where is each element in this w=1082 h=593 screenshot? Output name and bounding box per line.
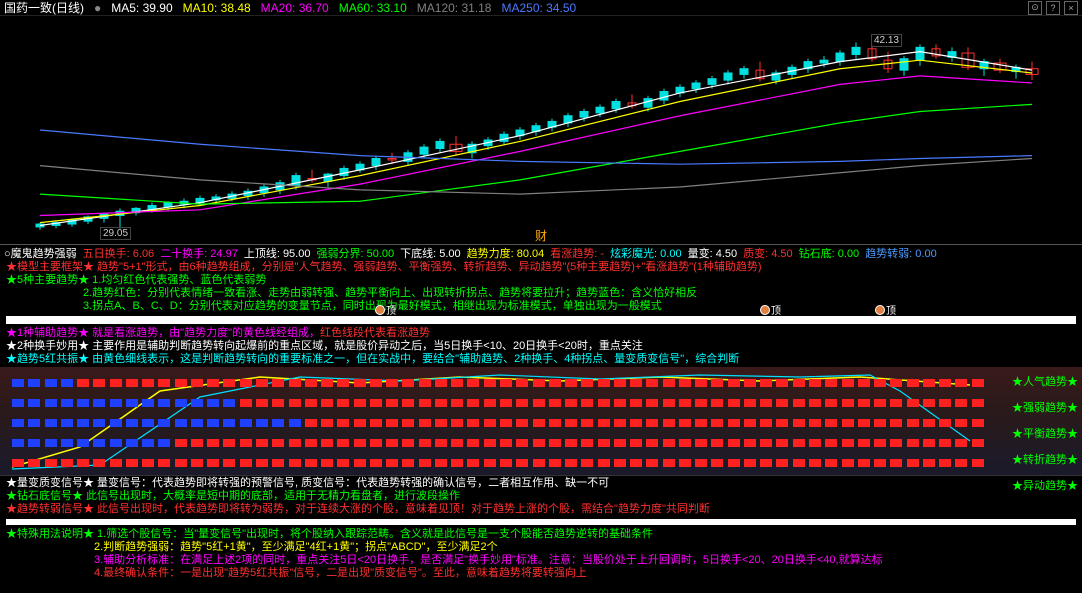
pattern-row (12, 399, 984, 407)
pattern-panel: ★人气趋势★★强弱趋势★★平衡趋势★★转折趋势★★异动趋势★ (0, 367, 1082, 475)
close-icon[interactable]: × (1064, 1, 1078, 15)
text-line: 3.拐点A、B、C、D：分别代表对应趋势的变量节点，同时出现为最好模式，相继出现… (6, 300, 1076, 313)
indicator-item: ○魔鬼趋势强弱 (4, 245, 77, 261)
signal-text: ★量变质变信号★ 量变信号：代表趋势即将转强的预警信号, 质变信号：代表趋势转强… (0, 475, 1082, 517)
indicator-item: 趋势转弱: 0.00 (865, 245, 937, 261)
low-label: 29.05 (100, 227, 131, 240)
whitebar-1 (6, 316, 1076, 324)
text-line: ★趋势5红共振★ 由黄色细线表示，这是判断趋势转向的重要标准之一，但在实战中，要… (6, 353, 1076, 366)
settings-icon[interactable]: ⊙ (1028, 1, 1042, 15)
indicator-item: 钻石底: 0.00 (799, 245, 860, 261)
framework-text: ★模型主要框架★ 趋势"5+1"形式，由6种趋势组成，分别是"人气趋势、强弱趋势… (0, 260, 1082, 314)
midbar-text: ★1种辅助趋势★ 就是看涨趋势，由"趋势力度"的黄色线经组成，红色线段代表看涨趋… (0, 326, 1082, 367)
indicator-item: 五日换手: 6.06 (83, 245, 155, 261)
text-line: ★模型主要框架★ 趋势"5+1"形式，由6种趋势组成，分别是"人气趋势、强弱趋势… (6, 261, 1076, 274)
text-line: ★趋势转弱信号★ 此信号出现时，代表趋势即将转为弱势，对于连续大涨的个股，意味着… (6, 503, 1076, 516)
ma-header: 国药一致(日线) ● MA5: 39.90 MA10: 38.48 MA20: … (0, 0, 1082, 16)
whitebar-2 (6, 519, 1076, 525)
text-line: 3.辅助分析标准：在满足上述2项的同时，重点关注5日<20日换手，是否满足"换手… (6, 554, 1076, 567)
text-line: 2.判断趋势强弱：趋势"5红+1黄"，至少满足"4红+1黄"；拐点"ABCD"，… (6, 541, 1076, 554)
help-icon[interactable]: ? (1046, 1, 1060, 15)
text-line: ★量变质变信号★ 量变信号：代表趋势即将转强的预警信号, 质变信号：代表趋势转强… (6, 477, 1076, 490)
indicator-item: 上顶线: 95.00 (244, 245, 311, 261)
indicator-header: ○魔鬼趋势强弱五日换手: 6.06 二十换手: 24.97 上顶线: 95.00 强弱… (0, 244, 1082, 260)
text-line: ★5种主要趋势★ 1.均匀红色代表强势、蓝色代表弱势 (6, 274, 1076, 287)
text-line: 2.趋势红色：分别代表情绪一致看涨、走势由弱转强、趋势平衡向上、出现转折拐点、趋… (6, 287, 1076, 300)
text-line: 4.最终确认条件：一是出现"趋势5红共振"信号，二是出现"质变信号"。至此，意味… (6, 567, 1076, 580)
ma10-label: MA10: 38.48 (183, 1, 251, 15)
chart-svg (0, 16, 1082, 244)
text-line: ★2种换手妙用★ 主要作用是辅助判断趋势转向起爆前的重点区域，就是股价异动之后，… (6, 340, 1076, 353)
cai-label: 财 (535, 227, 547, 244)
indicator-item: 强弱分界: 50.00 (316, 245, 394, 261)
indicator-item: 炫彩魔光: 0.00 (610, 245, 682, 261)
pattern-row-label: ★人气趋势★ (1012, 373, 1078, 389)
ding-marker: 顶 (875, 302, 896, 317)
high-label: 42.13 (871, 34, 902, 47)
ding-marker: 顶 (375, 302, 396, 317)
pattern-row (12, 439, 984, 447)
pattern-row (12, 379, 984, 387)
indicator-item: 下底线: 5.00 (400, 245, 461, 261)
indicator-item: 趋势力度: 80.04 (467, 245, 545, 261)
chart-title: 国药一致(日线) (4, 0, 84, 16)
circle-icon: ● (94, 1, 101, 15)
ma20-label: MA20: 36.70 (261, 1, 329, 15)
ma60-label: MA60: 33.10 (339, 1, 407, 15)
indicator-item: 二十换手: 24.97 (160, 245, 238, 261)
pattern-row-label: ★平衡趋势★ (1012, 425, 1078, 441)
kline-chart[interactable]: 42.13 29.05 财 (0, 16, 1082, 244)
pattern-row-label: ★转折趋势★ (1012, 451, 1078, 467)
ding-marker: 顶 (760, 302, 781, 317)
indicator-item: 看涨趋势: - (550, 245, 604, 261)
ma5-label: MA5: 39.90 (111, 1, 172, 15)
text-line: ★钻石底信号★ 此信号出现时，大概率是短中期的底部，适用于无精力看盘者，进行波段… (6, 490, 1076, 503)
pattern-row (12, 459, 984, 467)
ma250-label: MA250: 34.50 (501, 1, 576, 15)
pattern-row (12, 419, 984, 427)
indicator-item: 量变: 4.50 (688, 245, 738, 261)
text-line: ★特殊用法说明★ 1.筛选个股信号：当"量变信号"出现时，将个股纳入跟踪范畴。含… (6, 528, 1076, 541)
pattern-row-label: ★强弱趋势★ (1012, 399, 1078, 415)
pattern-row-label: ★异动趋势★ (1012, 477, 1078, 493)
indicator-item: 质变: 4.50 (743, 245, 793, 261)
usage-text: ★特殊用法说明★ 1.筛选个股信号：当"量变信号"出现时，将个股纳入跟踪范畴。含… (0, 527, 1082, 581)
text-line: ★1种辅助趋势★ 就是看涨趋势，由"趋势力度"的黄色线经组成，红色线段代表看涨趋… (6, 327, 1076, 340)
ma120-label: MA120: 31.18 (417, 1, 492, 15)
